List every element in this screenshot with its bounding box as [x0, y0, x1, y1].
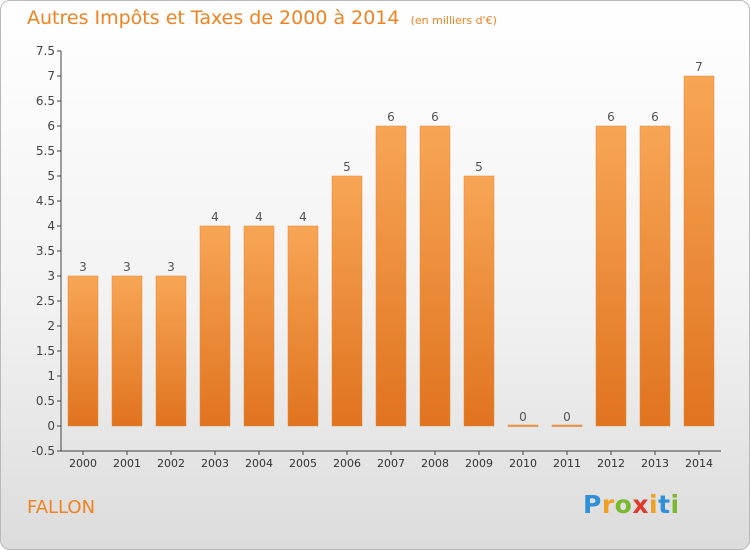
x-tick-label: 2002	[157, 457, 185, 470]
y-tick-label: 0	[47, 419, 55, 433]
y-tick-label: 3	[47, 269, 55, 283]
logo-letter: i	[670, 490, 680, 519]
y-tick-label: 2	[47, 319, 55, 333]
y-tick-label: 5	[47, 169, 55, 183]
x-tick-label: 2014	[685, 457, 713, 470]
logo-letter: i	[649, 490, 659, 519]
chart-title: Autres Impôts et Taxes de 2000 à 2014	[27, 7, 400, 29]
bar-value-label: 5	[475, 160, 483, 174]
bar	[67, 275, 99, 427]
bar-value-label: 4	[255, 210, 263, 224]
logo-letter: t	[658, 490, 671, 519]
bar-value-label: 3	[79, 260, 87, 274]
x-tick-label: 2004	[245, 457, 273, 470]
bar	[595, 125, 627, 427]
x-tick-label: 2003	[201, 457, 229, 470]
bar-value-label: 6	[387, 110, 395, 124]
bar	[111, 275, 143, 427]
y-tick-label: 4.5	[36, 194, 55, 208]
bar	[331, 175, 363, 427]
y-tick-label: 7	[47, 69, 55, 83]
x-tick-label: 2010	[509, 457, 537, 470]
bar	[287, 225, 319, 427]
x-tick-label: 2001	[113, 457, 141, 470]
logo-letter: o	[614, 490, 633, 519]
y-tick-label: 2.5	[36, 294, 55, 308]
bar	[243, 225, 275, 427]
logo-letter: P	[583, 490, 602, 519]
y-tick-label: 4	[47, 219, 55, 233]
bar-value-label: 6	[607, 110, 615, 124]
y-tick-label: 6	[47, 119, 55, 133]
x-tick-label: 2006	[333, 457, 361, 470]
x-tick-label: 2005	[289, 457, 317, 470]
x-tick-label: 2012	[597, 457, 625, 470]
bar	[463, 175, 495, 427]
x-tick-label: 2009	[465, 457, 493, 470]
logo-letter: r	[601, 490, 615, 519]
bar-value-label: 4	[211, 210, 219, 224]
y-tick-label: -0.5	[32, 444, 55, 458]
bar-value-label: 4	[299, 210, 307, 224]
bar-value-label: 3	[167, 260, 175, 274]
bar	[551, 424, 583, 427]
bar-value-label: 6	[431, 110, 439, 124]
x-tick-label: 2007	[377, 457, 405, 470]
y-tick-label: 0.5	[36, 394, 55, 408]
bar-value-label: 6	[651, 110, 659, 124]
x-tick-label: 2013	[641, 457, 669, 470]
y-tick-label: 3.5	[36, 244, 55, 258]
logo-letter: x	[632, 490, 649, 519]
bar	[419, 125, 451, 427]
chart-title-block: Autres Impôts et Taxes de 2000 à 2014 (e…	[27, 7, 497, 29]
y-tick-label: 1.5	[36, 344, 55, 358]
bar-value-label: 3	[123, 260, 131, 274]
location-label: FALLON	[27, 497, 96, 518]
y-tick-label: 7.5	[36, 44, 55, 58]
y-tick-label: 6.5	[36, 94, 55, 108]
bar	[507, 424, 539, 427]
bar	[683, 75, 715, 427]
chart-unit-label: (en milliers d'€)	[410, 14, 497, 27]
y-tick-label: 1	[47, 369, 55, 383]
proxiti-logo: Proxiti	[583, 490, 680, 519]
bar-value-label: 5	[343, 160, 351, 174]
x-tick-label: 2000	[69, 457, 97, 470]
bar	[199, 225, 231, 427]
bar	[639, 125, 671, 427]
bar-value-label: 7	[695, 60, 703, 74]
bar	[375, 125, 407, 427]
bar-value-label: 0	[563, 410, 571, 424]
bar	[155, 275, 187, 427]
y-tick-label: 5.5	[36, 144, 55, 158]
x-tick-label: 2008	[421, 457, 449, 470]
bar-value-label: 0	[519, 410, 527, 424]
x-tick-label: 2011	[553, 457, 581, 470]
